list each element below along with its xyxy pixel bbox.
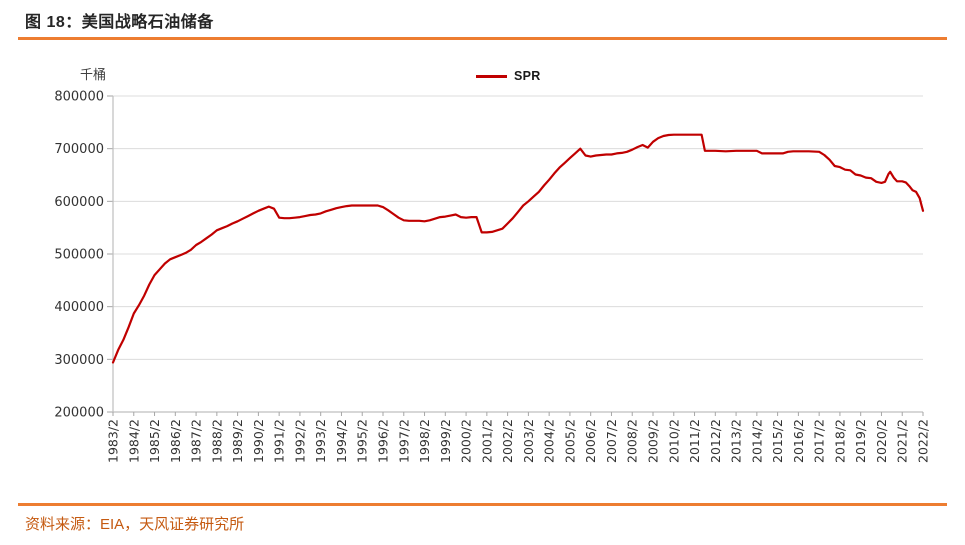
x-axis-tick-label: 1993/2: [313, 419, 328, 463]
x-axis-tick-label: 1991/2: [272, 419, 287, 463]
y-axis-tick-label: 700000: [54, 142, 104, 157]
x-axis-tick-label: 2011/2: [687, 419, 702, 463]
x-axis-tick-label: 2018/2: [832, 419, 847, 463]
x-axis-tick-label: 2013/2: [729, 419, 744, 463]
x-axis-tick-label: 2012/2: [708, 419, 723, 463]
x-axis-tick-label: 1998/2: [417, 419, 432, 463]
y-axis-unit-label: 千桶: [80, 67, 107, 82]
x-axis-tick-label: 1994/2: [334, 419, 349, 463]
x-axis-tick-label: 1983/2: [106, 419, 121, 463]
y-axis-labels: 200000 300000 400000 500000 600000 700000 8000…: [54, 90, 113, 421]
x-axis-tick-label: 2010/2: [666, 419, 681, 463]
bottom-accent-rule: [18, 503, 947, 506]
y-axis-tick-label: 300000: [54, 353, 104, 368]
x-axis-tick-label: 1989/2: [230, 419, 245, 463]
x-axis-tick-label: 2008/2: [625, 419, 640, 463]
x-axis-tick-label: 2019/2: [853, 419, 868, 463]
legend: SPR: [476, 69, 541, 83]
x-axis-tick-label: 2014/2: [749, 419, 764, 463]
x-axis-tick-label: 2020/2: [874, 419, 889, 463]
x-axis-tick-label: 2017/2: [812, 419, 827, 463]
x-axis-tick-label: 1997/2: [396, 419, 411, 463]
x-axis-tick-label: 2009/2: [646, 419, 661, 463]
x-axis-tick-label: 1987/2: [189, 419, 204, 463]
x-axis-tick-label: 2003/2: [521, 419, 536, 463]
y-axis-tick-label: 200000: [54, 406, 104, 421]
x-axis-tick-label: 1988/2: [209, 419, 224, 463]
x-axis-tick-label: 2001/2: [479, 419, 494, 463]
x-axis-labels: 1983/2 1984/2 1985/2 1986/2 1987/2 1988/2 1989…: [106, 412, 931, 463]
x-axis-tick-label: 2016/2: [791, 419, 806, 463]
x-axis-tick-label: 1984/2: [126, 419, 141, 463]
y-axis-tick-label: 500000: [54, 248, 104, 263]
x-axis-tick-label: 1985/2: [147, 419, 162, 463]
x-axis-tick-label: 1992/2: [292, 419, 307, 463]
gridlines: [113, 95, 923, 413]
x-axis-tick-label: 2015/2: [770, 419, 785, 463]
x-axis-tick-label: 2000/2: [459, 419, 474, 463]
x-axis-tick-label: 2004/2: [542, 419, 557, 463]
x-axis-tick-label: 2021/2: [895, 419, 910, 463]
x-axis-tick-label: 1995/2: [355, 419, 370, 463]
x-axis-tick-label: 1996/2: [376, 419, 391, 463]
legend-series-label: SPR: [514, 69, 541, 83]
x-axis-tick-label: 1990/2: [251, 419, 266, 463]
y-axis-tick-label: 800000: [54, 90, 104, 105]
x-axis-tick-label: 2022/2: [916, 419, 931, 463]
source-note: 资料来源：EIA，天风证券研究所: [25, 516, 245, 533]
x-axis-tick-label: 2005/2: [562, 419, 577, 463]
x-axis-tick-label: 1986/2: [168, 419, 183, 463]
spr-series-line: [111, 133, 925, 364]
x-axis-tick-label: 1999/2: [438, 419, 453, 463]
y-axis-tick-label: 400000: [54, 300, 104, 315]
x-axis-tick-label: 2007/2: [604, 419, 619, 463]
top-accent-rule: [18, 37, 947, 40]
figure-title: 图 18：美国战略石油储备: [25, 14, 214, 31]
x-axis-tick-label: 2006/2: [583, 419, 598, 463]
x-axis-tick-label: 2002/2: [500, 419, 515, 463]
legend-line-swatch: [476, 74, 507, 78]
y-axis-tick-label: 600000: [54, 195, 104, 210]
spr-line-chart: 200000 300000 400000 500000 600000 700000 8000…: [54, 90, 931, 463]
